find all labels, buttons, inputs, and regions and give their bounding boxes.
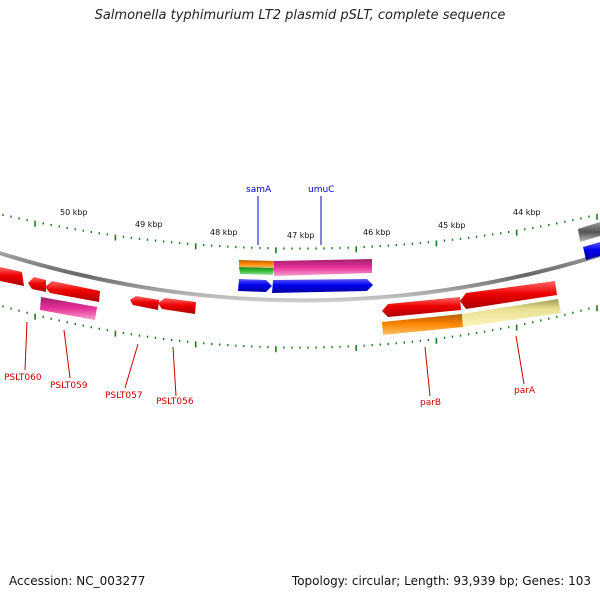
cds-feature-blue[interactable] [272,279,373,293]
tick-label-45kbp: 45 kbp [438,221,466,230]
gene-label-samA[interactable]: samA [246,185,272,195]
cds-feature[interactable] [130,296,159,310]
leader-line-PSLT057 [124,343,139,389]
gene-label-parB[interactable]: parB [420,398,441,408]
gene-label-PSLT057[interactable]: PSLT057 [105,391,143,401]
leader-line-PSLT060 [24,321,28,371]
tick-label-47kbp: 47 kbp [287,231,315,240]
map-title: Salmonella typhimurium LT2 plasmid pSLT,… [94,8,506,23]
topology-summary: Topology: circular; Length: 93,939 bp; G… [291,574,591,588]
gene-label-umuC[interactable]: umuC [308,185,334,195]
misc-feature-green[interactable] [239,267,274,275]
cds-feature-blue[interactable] [583,242,600,260]
leader-line-parA [515,335,525,385]
cds-feature[interactable] [0,267,24,286]
plasmid-backbone [0,251,600,303]
misc-feature-orange[interactable] [239,260,274,268]
tick-label-49kbp: 49 kbp [135,220,163,229]
cds-feature-blue[interactable] [238,279,272,292]
cds-feature-pink[interactable] [274,259,372,276]
cds-feature-pale-yellow[interactable] [462,299,561,327]
cds-feature-orange[interactable] [382,314,463,335]
cds-feature-gray[interactable] [578,222,600,242]
cds-feature[interactable] [460,281,557,309]
tick-label-50kbp: 50 kbp [60,208,88,217]
cds-feature[interactable] [28,277,46,292]
leader-line-PSLT056 [172,346,177,397]
gene-label-PSLT056[interactable]: PSLT056 [156,397,194,407]
gene-label-PSLT059[interactable]: PSLT059 [50,381,88,391]
cds-feature[interactable] [158,298,196,314]
tick-label-44kbp: 44 kbp [513,208,541,217]
scale-ticks-inner [2,305,598,353]
tick-label-46kbp: 46 kbp [363,228,391,237]
accession-label: Accession: NC_003277 [9,574,146,588]
cds-feature[interactable] [382,297,461,317]
tick-label-48kbp: 48 kbp [210,228,238,237]
cds-feature-pink[interactable] [40,297,97,320]
scale-ticks-outer [2,213,598,254]
leader-line-parB [424,346,431,397]
gene-label-parA[interactable]: parA [514,386,536,396]
reverse-strand-features [40,242,600,335]
cds-feature[interactable] [45,281,100,302]
leader-line-PSLT059 [63,329,71,379]
gene-label-PSLT060[interactable]: PSLT060 [4,373,42,383]
forward-strand-features [0,222,600,302]
